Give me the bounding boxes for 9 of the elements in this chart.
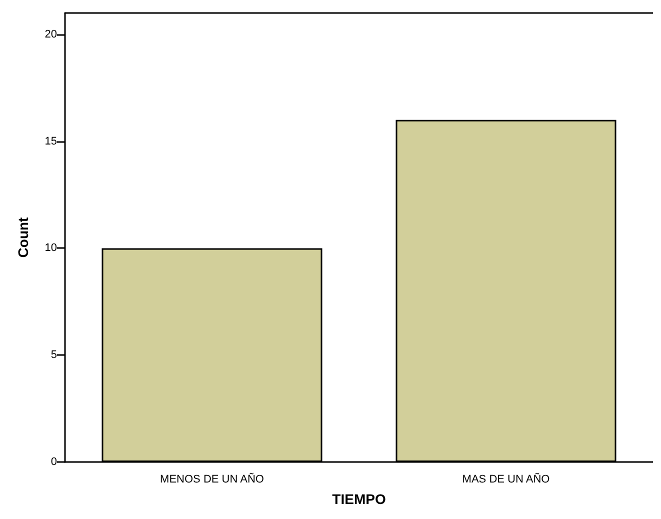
y-tick-label: 20 [44, 28, 57, 40]
x-tick-label: MENOS DE UN AÑO [160, 472, 264, 486]
y-tick-label: 15 [44, 135, 57, 148]
x-tick-label: MAS DE UN AÑO [462, 472, 550, 486]
y-axis-title: Count [15, 216, 31, 258]
y-tick-label: 10 [44, 242, 57, 254]
y-tick-label: 5 [50, 349, 57, 362]
x-axis-title: TIEMPO [332, 491, 386, 507]
y-tick-label: 0 [50, 456, 57, 468]
